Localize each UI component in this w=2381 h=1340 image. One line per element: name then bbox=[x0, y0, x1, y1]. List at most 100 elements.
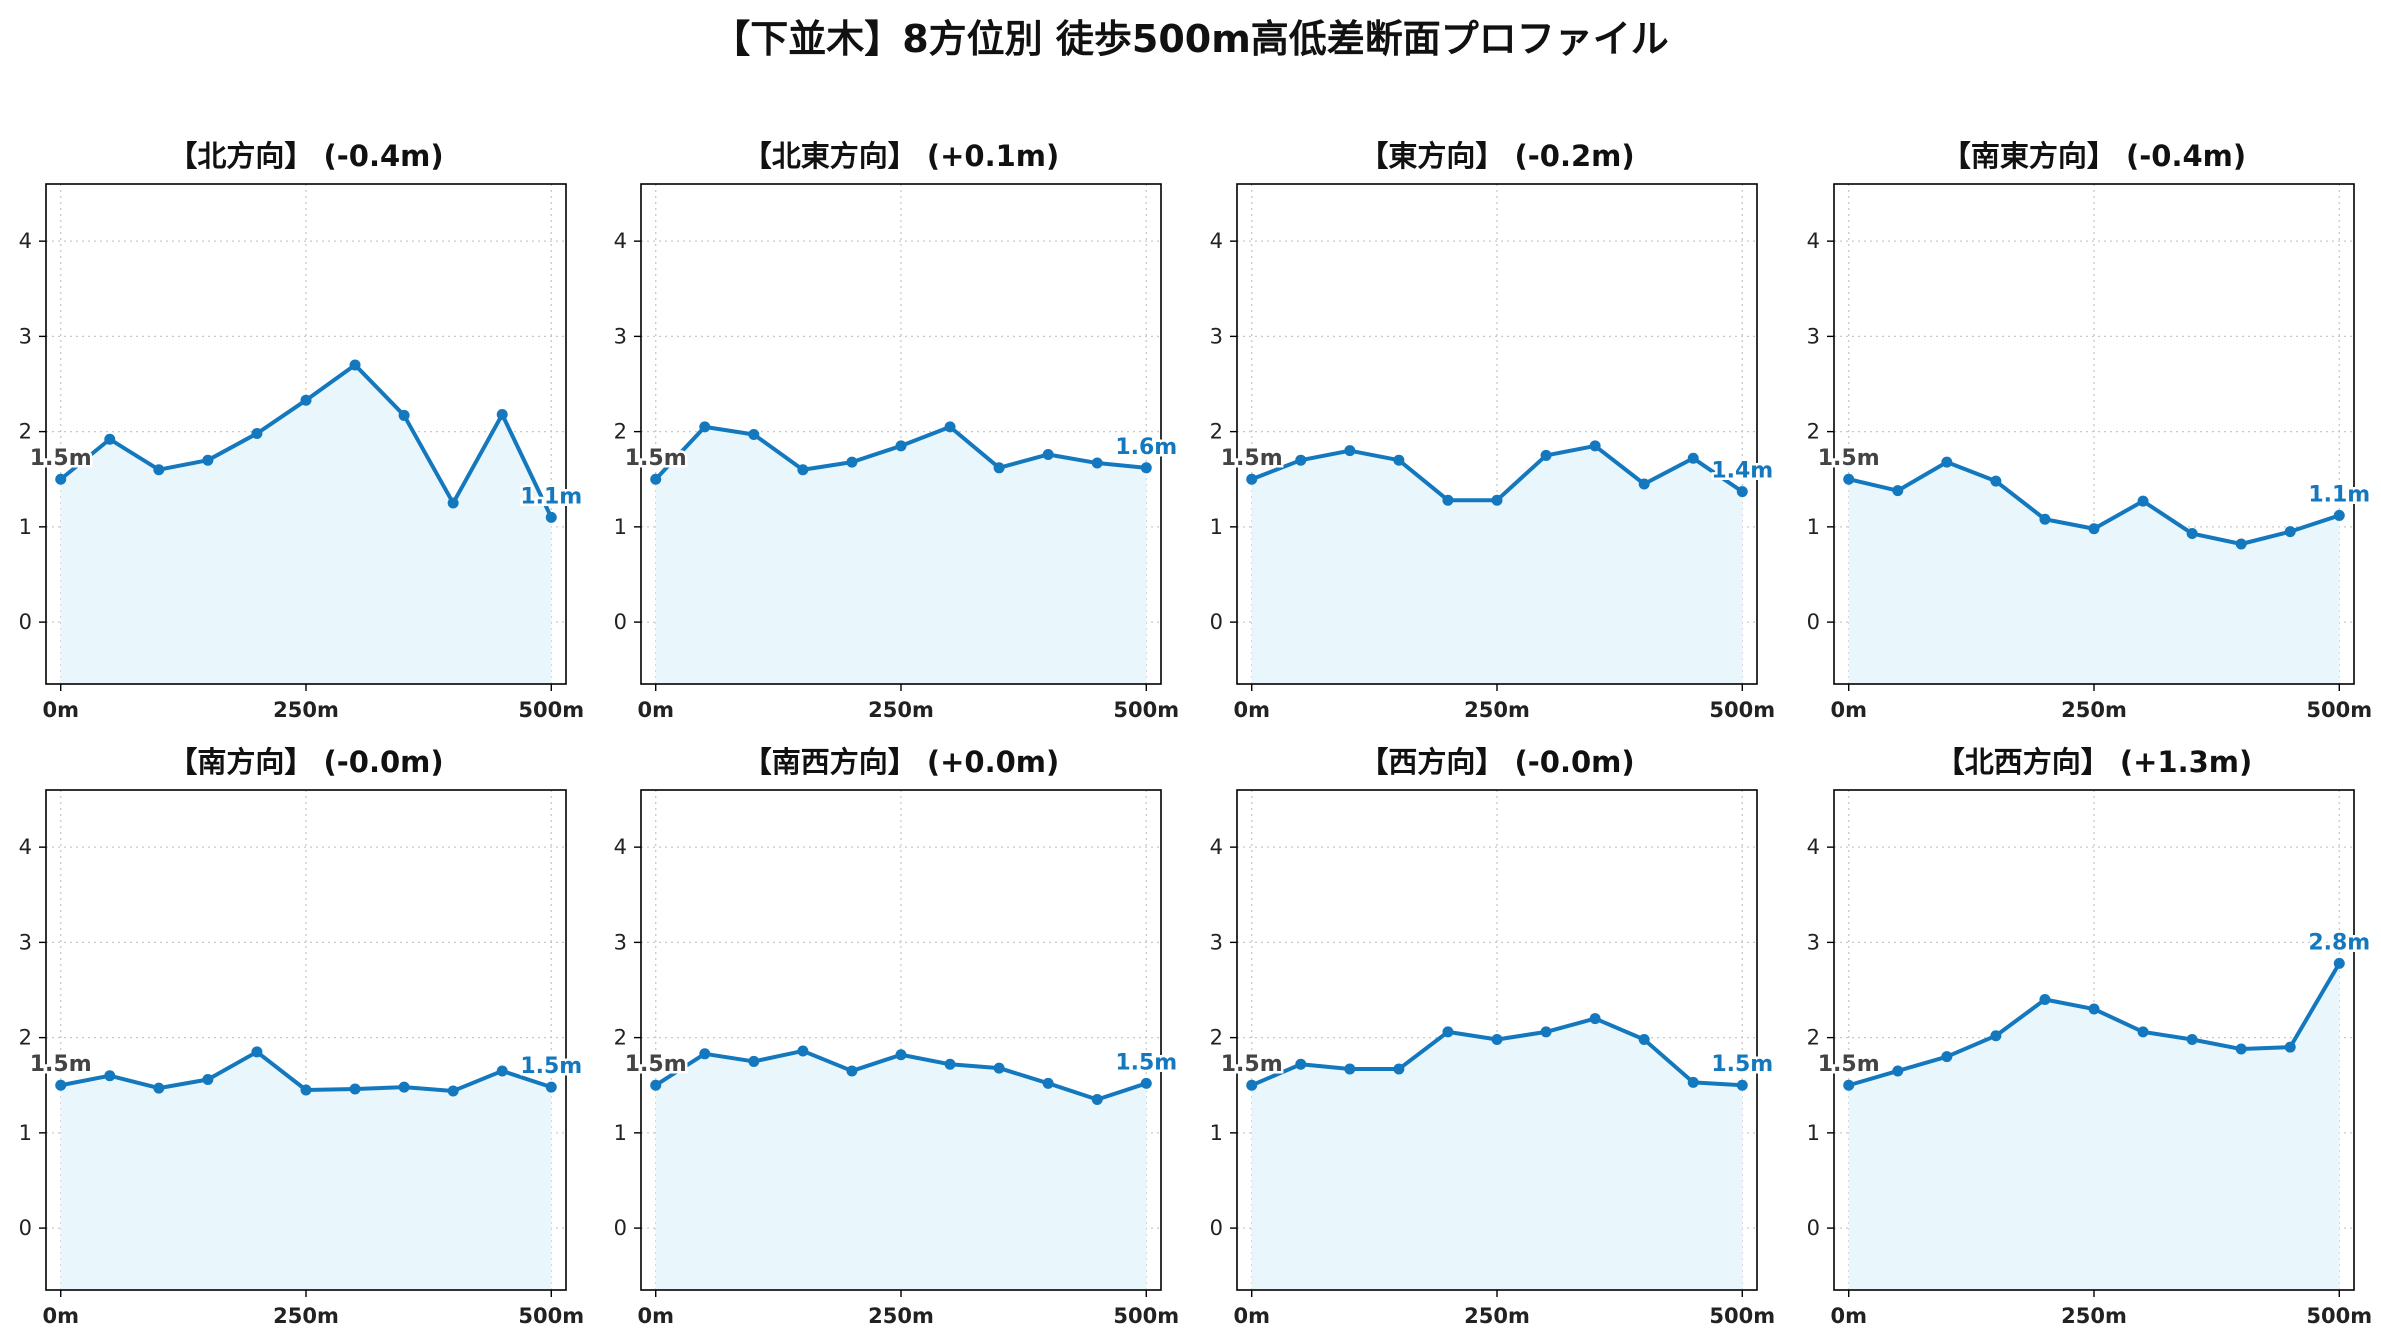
data-point bbox=[2235, 1043, 2247, 1055]
x-tick-label: 500m bbox=[518, 1304, 584, 1328]
end-elevation-label: 1.5m bbox=[520, 1054, 582, 1079]
data-point bbox=[2235, 538, 2247, 550]
elevation-area bbox=[1848, 462, 2340, 684]
data-point bbox=[447, 1085, 459, 1097]
data-point bbox=[2186, 1034, 2198, 1046]
end-elevation-label: 1.6m bbox=[1115, 435, 1177, 460]
chart-panel-3: 【東方向】 (-0.2m) 0 1 2 3 4 0m 250m 500m 1.5m 1.4m bbox=[1210, 139, 1776, 722]
end-elevation-label: 1.1m bbox=[2308, 482, 2370, 507]
data-point bbox=[1892, 1065, 1904, 1077]
data-point bbox=[797, 1045, 809, 1057]
data-point bbox=[1990, 475, 2002, 487]
chart-panel-8: 【北西方向】 (+1.3m) 0 1 2 3 4 0m 250m 500m 1.5m 2.8m bbox=[1807, 745, 2373, 1328]
elevation-area bbox=[1251, 1018, 1743, 1290]
y-tick-label: 2 bbox=[1807, 420, 1820, 444]
x-tick-label: 250m bbox=[1464, 698, 1530, 722]
data-point bbox=[1892, 485, 1904, 497]
data-point bbox=[2088, 523, 2100, 535]
panel-title: 【北方向】 (-0.4m) bbox=[168, 139, 443, 173]
data-point bbox=[2333, 957, 2345, 969]
chart-panel-2: 【北東方向】 (+0.1m) 0 1 2 3 4 0m 250m 500m 1.5m 1.6m bbox=[614, 139, 1180, 722]
chart-panel-4: 【南東方向】 (-0.4m) 0 1 2 3 4 0m 250m 500m 1.5m 1.1m bbox=[1807, 139, 2373, 722]
x-tick-label: 500m bbox=[1113, 698, 1179, 722]
y-tick-label: 3 bbox=[19, 324, 32, 348]
y-tick-label: 4 bbox=[1807, 835, 1820, 859]
data-point bbox=[2039, 994, 2051, 1006]
data-point bbox=[748, 1055, 760, 1067]
data-point bbox=[1540, 1026, 1552, 1038]
start-elevation-label: 1.5m bbox=[30, 446, 92, 471]
end-elevation-label: 1.5m bbox=[1115, 1050, 1177, 1075]
start-elevation-label: 1.5m bbox=[1221, 1052, 1283, 1077]
data-point bbox=[1638, 478, 1650, 490]
elevation-area bbox=[60, 1051, 552, 1290]
y-tick-label: 3 bbox=[1210, 324, 1223, 348]
data-point bbox=[2186, 528, 2198, 540]
data-point bbox=[1344, 1063, 1356, 1075]
data-point bbox=[104, 433, 116, 445]
data-point bbox=[1941, 456, 1953, 468]
y-tick-label: 0 bbox=[614, 610, 627, 634]
start-elevation-label: 1.5m bbox=[1221, 446, 1283, 471]
y-tick-label: 1 bbox=[1210, 515, 1223, 539]
data-point bbox=[650, 473, 662, 485]
panel-title: 【北西方向】 (+1.3m) bbox=[1936, 745, 2253, 779]
chart-panel-6: 【南西方向】 (+0.0m) 0 1 2 3 4 0m 250m 500m 1.5m 1.5m bbox=[614, 745, 1180, 1328]
data-point bbox=[797, 464, 809, 476]
panel-title: 【北東方向】 (+0.1m) bbox=[743, 139, 1060, 173]
panel-title: 【南西方向】 (+0.0m) bbox=[743, 745, 1060, 779]
data-point bbox=[1246, 1079, 1258, 1091]
start-elevation-label: 1.5m bbox=[625, 1052, 687, 1077]
chart-panel-7: 【西方向】 (-0.0m) 0 1 2 3 4 0m 250m 500m 1.5m 1.5m bbox=[1210, 745, 1776, 1328]
data-point bbox=[349, 1083, 361, 1095]
data-point bbox=[650, 1079, 662, 1091]
elevation-area bbox=[655, 426, 1147, 684]
y-tick-label: 3 bbox=[19, 930, 32, 954]
data-point bbox=[1042, 448, 1054, 460]
data-point bbox=[895, 1049, 907, 1061]
y-tick-label: 0 bbox=[19, 610, 32, 634]
panel-title: 【東方向】 (-0.2m) bbox=[1359, 139, 1634, 173]
data-point bbox=[1589, 1013, 1601, 1025]
end-elevation-label: 1.1m bbox=[520, 484, 582, 509]
data-point bbox=[153, 464, 165, 476]
data-point bbox=[202, 454, 214, 466]
data-point bbox=[496, 408, 508, 420]
data-point bbox=[1344, 445, 1356, 457]
data-point bbox=[545, 511, 557, 523]
data-point bbox=[1442, 494, 1454, 506]
data-point bbox=[944, 1058, 956, 1070]
y-tick-label: 2 bbox=[1210, 1026, 1223, 1050]
y-tick-label: 2 bbox=[19, 420, 32, 444]
data-point bbox=[699, 421, 711, 433]
x-tick-label: 0m bbox=[1233, 1304, 1270, 1328]
elevation-area bbox=[60, 364, 552, 684]
data-point bbox=[699, 1048, 711, 1060]
data-point bbox=[1589, 440, 1601, 452]
y-tick-label: 3 bbox=[1210, 930, 1223, 954]
data-point bbox=[55, 1079, 67, 1091]
data-point bbox=[1736, 486, 1748, 498]
data-point bbox=[1246, 473, 1258, 485]
data-point bbox=[993, 462, 1005, 474]
data-point bbox=[496, 1065, 508, 1077]
figure-title: 【下並木】8方位別 徒歩500m高低差断面プロファイル bbox=[712, 17, 1669, 61]
start-elevation-label: 1.5m bbox=[30, 1052, 92, 1077]
data-point bbox=[2137, 495, 2149, 507]
data-point bbox=[202, 1074, 214, 1086]
x-tick-label: 250m bbox=[2061, 698, 2127, 722]
x-tick-label: 0m bbox=[1233, 698, 1270, 722]
data-point bbox=[1295, 454, 1307, 466]
data-point bbox=[1491, 1034, 1503, 1046]
x-tick-label: 500m bbox=[518, 698, 584, 722]
y-tick-label: 1 bbox=[1807, 515, 1820, 539]
y-tick-label: 3 bbox=[1807, 930, 1820, 954]
data-point bbox=[1687, 1076, 1699, 1088]
x-tick-label: 0m bbox=[1830, 698, 1867, 722]
y-tick-label: 3 bbox=[614, 324, 627, 348]
data-point bbox=[349, 359, 361, 371]
y-tick-label: 0 bbox=[614, 1216, 627, 1240]
data-point bbox=[1393, 454, 1405, 466]
start-elevation-label: 1.5m bbox=[1818, 446, 1880, 471]
